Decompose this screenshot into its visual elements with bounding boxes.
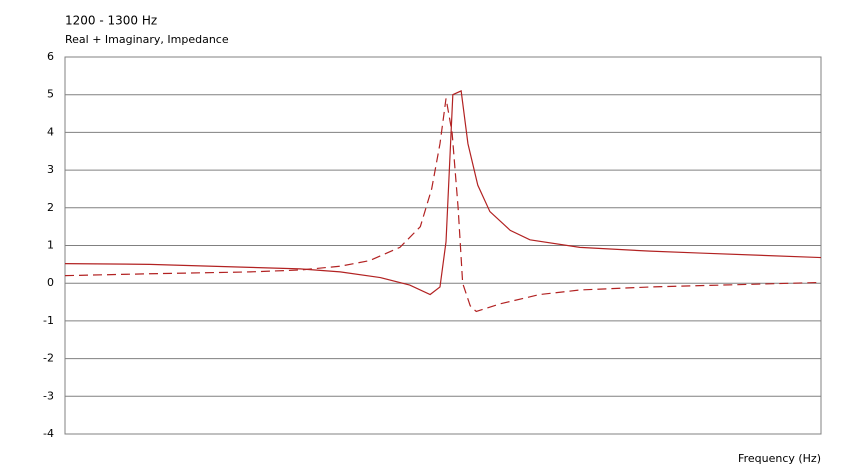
y-tick-label: -4 [43, 427, 54, 440]
y-tick-label: 3 [47, 163, 54, 176]
x-axis-label: Frequency (Hz) [738, 452, 821, 465]
series-line [64, 90, 822, 296]
y-tick-label: -3 [43, 389, 54, 402]
y-tick-label: -2 [43, 352, 54, 365]
plot-border [64, 56, 822, 435]
y-tick-label: 2 [47, 201, 54, 214]
chart-title: 1200 - 1300 Hz [65, 14, 157, 28]
y-tick-label: 5 [47, 88, 54, 101]
series-line [64, 98, 822, 313]
y-tick-label: 4 [47, 125, 54, 138]
y-tick-label: -1 [43, 314, 54, 327]
chart-subtitle: Real + Imaginary, Impedance [65, 33, 229, 46]
y-tick-label: 6 [47, 50, 54, 63]
y-tick-label: 0 [47, 276, 54, 289]
y-tick-label: 1 [47, 239, 54, 252]
